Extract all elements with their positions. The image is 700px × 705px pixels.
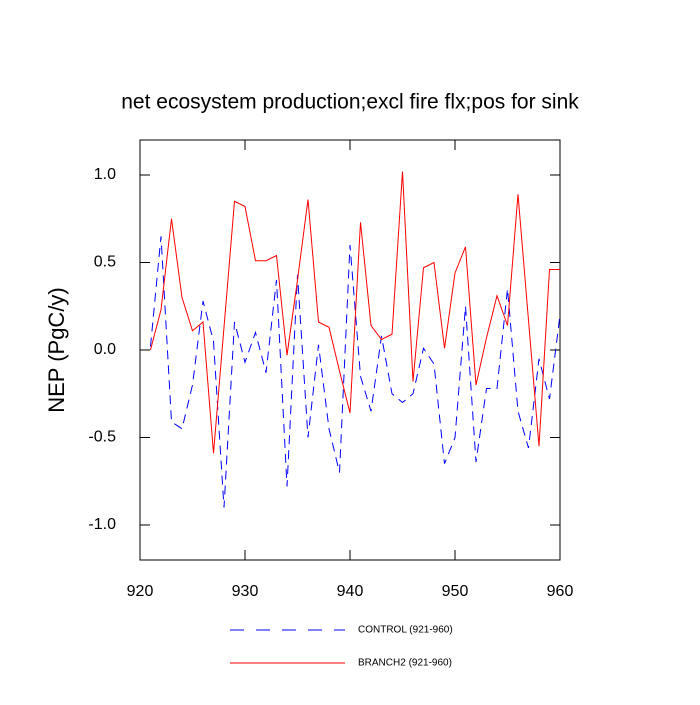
x-tick-label: 930 (232, 583, 259, 600)
x-tick-label: 950 (442, 583, 469, 600)
y-tick-label: -1.0 (88, 516, 116, 533)
x-tick-label: 920 (127, 583, 154, 600)
x-tick-label: 960 (547, 583, 574, 600)
legend-label: CONTROL (921-960) (358, 625, 453, 636)
y-tick-label: -0.5 (88, 429, 116, 446)
plot-frame (139, 139, 561, 561)
x-tick-label: 940 (337, 583, 364, 600)
y-tick-label: 0.5 (94, 254, 116, 271)
data-line (150, 236, 561, 508)
legend-label: BRANCH2 (921-960) (358, 658, 452, 669)
y-tick-label: 1.0 (94, 166, 116, 183)
y-axis-label: NEP (PgC/y) (44, 287, 69, 413)
chart-title: net ecosystem production;excl fire flx;p… (121, 91, 579, 114)
y-tick-label: 0.0 (94, 341, 116, 358)
data-line (150, 171, 560, 454)
